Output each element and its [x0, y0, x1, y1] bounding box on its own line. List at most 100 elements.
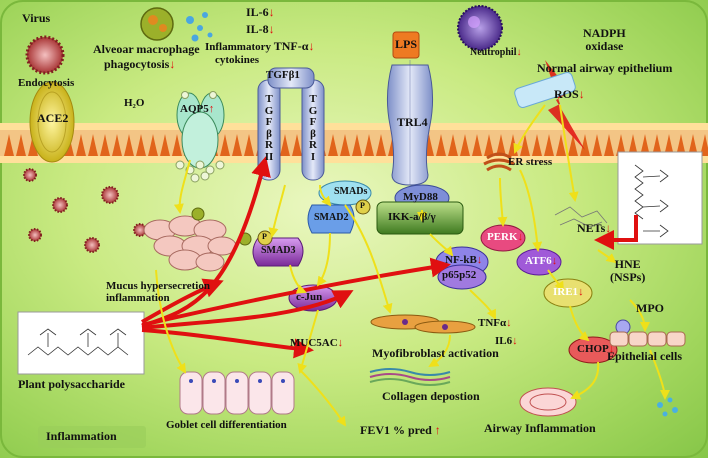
membrane-flame — [652, 134, 662, 156]
membrane-flame — [100, 134, 110, 156]
label-tgfbr2: TGFβRII — [264, 93, 274, 163]
label-p-1: P — [262, 232, 267, 241]
label-fev1-row: FEV1 % pred ↑ — [360, 424, 441, 437]
label-myd88: MyD88 — [403, 191, 438, 203]
arrow-down-icon: ↓ — [516, 47, 522, 58]
label-inflam-row: Inflammatory TNF-α↓ — [205, 40, 314, 54]
label-nadph: NADPH oxidase — [583, 26, 626, 53]
arrow-down-icon: ↓ — [476, 254, 483, 266]
label-alveolar-macrophage: Alveoar macrophage — [93, 42, 200, 56]
label-ikk: IKK-a/β/γ — [388, 211, 436, 223]
er-organelle — [483, 152, 515, 172]
label-phagocytosis-row: phagocytosis↓ — [104, 58, 175, 71]
membrane-flame — [28, 134, 38, 156]
arrow-down-icon: ↓ — [608, 343, 615, 355]
virus-particle-small — [23, 168, 147, 253]
label-il6-row: IL-6↓ — [246, 6, 275, 19]
arrow-down-icon: ↓ — [169, 57, 176, 71]
goblet-cells — [179, 371, 295, 415]
arrow-down-icon: ↓ — [578, 87, 585, 101]
label-neutrophil: Neutrophil — [470, 47, 517, 58]
label-p-2: P — [360, 201, 365, 210]
label-nfkb-row: NF-kB↓ — [445, 254, 483, 267]
label-smad2: SMAD2 — [314, 212, 349, 223]
membrane-flame — [160, 134, 170, 156]
arrow-down-icon: ↓ — [268, 5, 275, 19]
label-p65p52: p65p52 — [442, 269, 477, 281]
virus-particle — [25, 35, 65, 75]
membrane-flame — [616, 134, 626, 156]
arrow-down-icon: ↓ — [551, 255, 558, 267]
membrane-flame — [592, 134, 602, 156]
membrane-flame — [568, 134, 578, 156]
label-aqp5-row: AQP5↑ — [180, 103, 215, 116]
membrane-flame — [580, 134, 590, 156]
label-chop-row: CHOP↓ — [577, 343, 615, 356]
label-ros-row: ROS↓ — [554, 88, 585, 101]
arrow-down-icon: ↓ — [268, 22, 275, 36]
membrane-flame — [244, 134, 254, 156]
label-tnfa-low-row: TNFα↓ — [478, 317, 512, 330]
arrow-down-icon: ↓ — [605, 221, 612, 235]
label-plant-polysaccharide: Plant polysaccharide — [18, 377, 125, 391]
arrow-down-icon: ↓ — [308, 39, 315, 53]
arrow-up-icon: ↑ — [208, 103, 215, 115]
goblet-dots — [189, 379, 285, 383]
membrane-flame — [88, 134, 98, 156]
label-ire1-row: IRE1↓ — [553, 286, 584, 299]
drops-bottom-right — [657, 397, 678, 417]
membrane-flame — [112, 134, 122, 156]
label-lps: LPS — [395, 37, 418, 51]
label-smads: SMADs — [334, 186, 368, 197]
aqp5-channel — [176, 92, 225, 169]
arrow-down-icon: ↓ — [578, 286, 584, 298]
airway-tissue — [519, 387, 577, 417]
label-tgfbr1: TGFβRI — [308, 93, 318, 163]
chop-shape — [568, 336, 618, 364]
label-fev1: FEV1 % pred — [360, 423, 432, 437]
ace2-receptor — [29, 81, 75, 163]
tlr4-receptor — [386, 60, 434, 186]
label-il8-row: IL-8↓ — [246, 23, 275, 36]
arrow-up-icon: ↑ — [434, 423, 441, 437]
membrane-flame — [16, 134, 26, 156]
membrane-flame — [688, 134, 698, 156]
membrane-flame — [376, 134, 386, 156]
membrane-flame — [292, 134, 302, 156]
label-h2o: H₂O — [124, 97, 145, 109]
epithelial-cells — [609, 331, 686, 347]
nets-web — [554, 206, 608, 228]
membrane-flame — [640, 134, 650, 156]
membrane-flame — [340, 134, 350, 156]
label-tnfa-top: TNF-α — [273, 39, 309, 53]
label-smad3: SMAD3 — [261, 245, 296, 256]
label-normal-airway: Normal airway epithelium — [537, 61, 673, 75]
membrane-flame — [76, 134, 86, 156]
membrane-flame — [136, 134, 146, 156]
water-droplets — [175, 91, 225, 183]
label-collagen: Collagen depostion — [382, 389, 480, 403]
label-tgfb1: TGFβ1 — [266, 69, 300, 81]
label-muc5ac: MUC5AC — [290, 337, 338, 349]
membrane-flame — [484, 134, 494, 156]
membrane-flame — [628, 134, 638, 156]
label-inflammation: Inflammation — [46, 429, 117, 443]
membrane-flame — [172, 134, 182, 156]
label-airway-inflammation: Airway Inflammation — [484, 421, 596, 435]
label-neutrophil-row: Neutrophil↓ — [470, 47, 522, 59]
label-epithelial-cells: Epithelial cells — [607, 349, 682, 363]
tgfb1-ligand — [267, 67, 315, 89]
label-cytokines: cytokines — [215, 54, 259, 66]
membrane-flame — [328, 134, 338, 156]
label-virus: Virus — [22, 11, 51, 25]
membrane-flame — [556, 134, 566, 156]
lps-molecule — [392, 31, 420, 59]
label-tnfa-low: TNFα — [478, 317, 507, 329]
label-goblet: Goblet cell differentiation — [166, 419, 287, 431]
ros-shape — [514, 60, 585, 150]
label-ire1: IRE1 — [553, 286, 579, 298]
membrane-flame — [148, 134, 158, 156]
polysaccharide-structure-right — [617, 151, 703, 245]
membrane-flame — [700, 134, 708, 156]
